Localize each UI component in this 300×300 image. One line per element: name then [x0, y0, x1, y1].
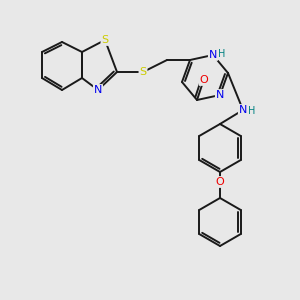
Text: S: S — [140, 67, 147, 77]
Text: N: N — [239, 105, 247, 115]
Text: H: H — [248, 106, 256, 116]
Text: O: O — [216, 177, 224, 187]
Text: O: O — [200, 75, 208, 85]
Text: S: S — [101, 35, 109, 45]
Text: N: N — [216, 90, 224, 100]
Text: N: N — [94, 85, 102, 95]
Text: H: H — [218, 49, 226, 59]
Text: N: N — [209, 50, 217, 60]
